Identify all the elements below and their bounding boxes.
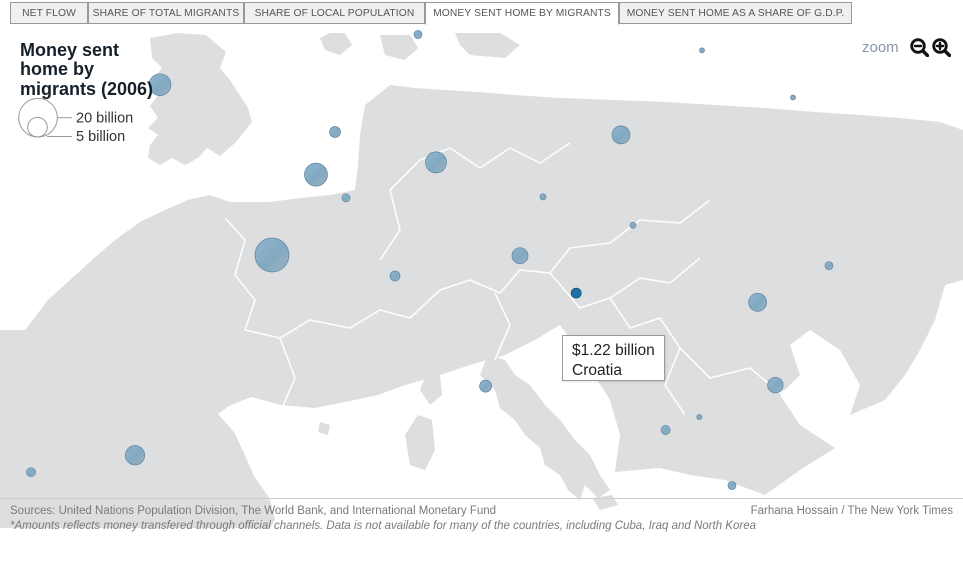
- svg-text:5 billion: 5 billion: [76, 129, 125, 145]
- svg-text:20 billion: 20 billion: [76, 111, 133, 127]
